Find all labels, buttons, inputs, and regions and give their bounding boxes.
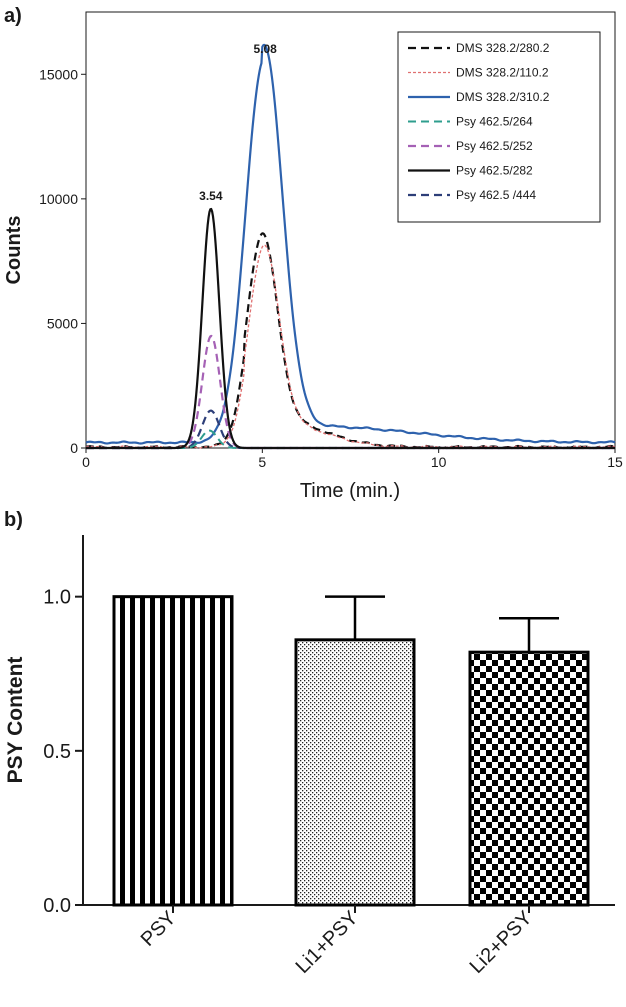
bar-li1-psy <box>294 638 416 907</box>
panel-a-label: a) <box>4 5 22 27</box>
category-label: Li2+PSY <box>466 907 537 978</box>
panel-b-y-axis-label: PSY Content <box>4 657 27 784</box>
category-label: PSY <box>137 907 181 951</box>
peak-annotation: 5.08 <box>253 42 277 56</box>
panel-b-bar-chart: 0.0 0.5 1.0 PSY Li1+PSY Li2+PSY PSY Content <box>4 535 615 978</box>
panel-a-series-group <box>85 43 616 450</box>
series-line-3 <box>85 429 616 449</box>
series-line-1 <box>85 244 616 449</box>
panel-a-x-tick-label: 5 <box>258 454 266 470</box>
legend: DMS 328.2/280.2 DMS 328.2/110.2 DMS 328.2/… <box>397 31 601 223</box>
legend-entry-label: Psy 462.5/252 <box>456 139 533 153</box>
panel-b-y-tick-label: 1.0 <box>43 587 71 609</box>
legend-entry-label: DMS 328.2/110.2 <box>456 66 549 80</box>
panel-b-y-tick-label: 0.0 <box>43 895 71 917</box>
panel-a-y-tick-label: 0 <box>70 440 78 456</box>
legend-entry-label: DMS 328.2/310.2 <box>456 90 550 104</box>
panel-b-label: b) <box>4 509 23 531</box>
panel-a-x-tick-label: 10 <box>431 454 447 470</box>
panel-a-y-tick-label: 10000 <box>39 191 78 207</box>
panel-a-x-axis-label: Time (min.) <box>300 480 400 502</box>
series-line-2 <box>85 43 616 445</box>
panel-a-y-tick-label: 5000 <box>47 315 78 331</box>
legend-entry-label: DMS 328.2/280.2 <box>456 41 550 55</box>
bar-li2-psy <box>468 650 590 907</box>
category-label: Li1+PSY <box>292 907 363 978</box>
panel-a-y-axis-label: Counts <box>3 216 25 285</box>
series-line-0 <box>85 232 616 450</box>
legend-entry-label: Psy 462.5/264 <box>456 115 533 129</box>
panel-a-chromatogram: 0 5 10 15 0 5000 10000 15000 3.54 5.08 DMS 328.2… <box>3 11 623 502</box>
legend-entry-label: Psy 462.5 /444 <box>456 188 536 202</box>
panel-a-x-tick-label: 0 <box>82 454 90 470</box>
bar-psy <box>112 595 234 907</box>
panel-a-y-tick-label: 15000 <box>39 66 78 82</box>
series-line-4 <box>85 334 616 450</box>
panel-b-y-tick-label: 0.5 <box>43 741 71 763</box>
legend-entry-label: Psy 462.5/282 <box>456 164 533 178</box>
legend-box <box>397 31 601 223</box>
peak-annotation: 3.54 <box>199 189 223 203</box>
series-line-5 <box>85 207 616 450</box>
panel-a-x-tick-label: 15 <box>607 454 623 470</box>
